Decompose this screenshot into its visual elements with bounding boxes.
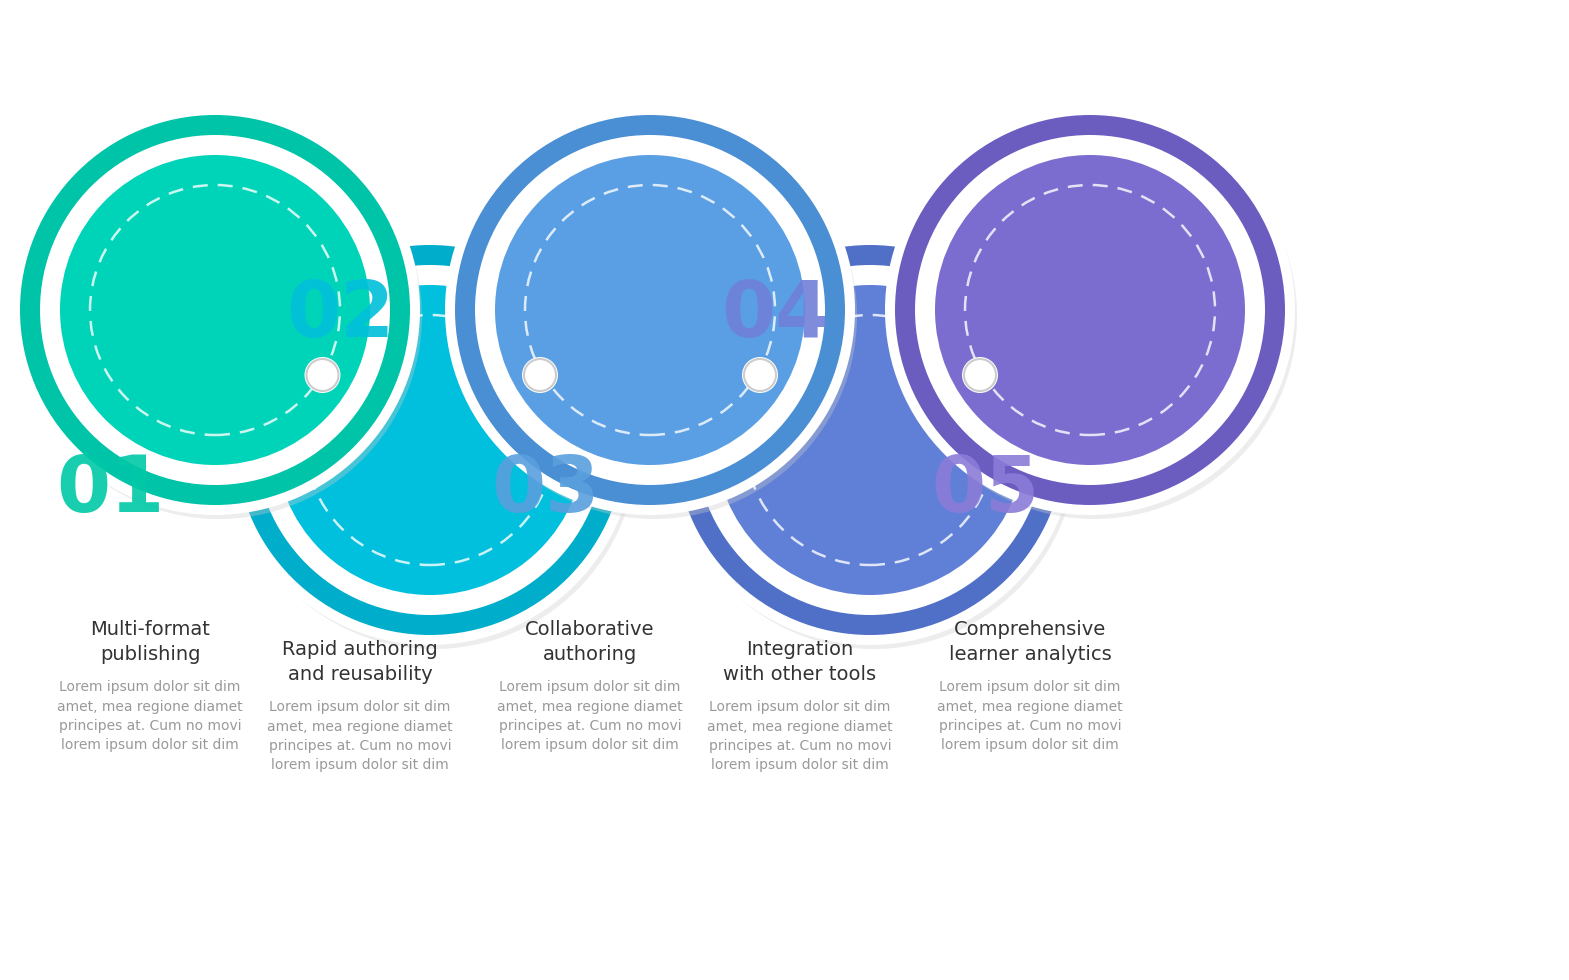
Circle shape [742,357,778,393]
Circle shape [885,105,1294,515]
Circle shape [672,243,1076,649]
Circle shape [530,366,549,384]
Text: Comprehensive
learner analytics: Comprehensive learner analytics [949,620,1111,664]
Text: 03: 03 [491,452,599,528]
Circle shape [522,357,559,393]
Circle shape [971,366,988,384]
Circle shape [314,366,331,384]
Text: Rapid authoring
and reusability: Rapid authoring and reusability [282,640,438,684]
Text: Collaborative
authoring: Collaborative authoring [526,620,654,664]
Text: Lorem ipsum dolor sit dim
amet, mea regione diamet
principes at. Cum no movi
lor: Lorem ipsum dolor sit dim amet, mea regi… [267,700,453,772]
Circle shape [962,357,998,393]
Circle shape [224,235,635,645]
Circle shape [675,245,1065,635]
Circle shape [455,115,846,505]
Circle shape [304,357,340,393]
Circle shape [665,235,1075,645]
Text: 02: 02 [286,277,394,353]
Circle shape [60,155,370,465]
Circle shape [494,155,805,465]
Circle shape [715,285,1025,595]
Text: Integration
with other tools: Integration with other tools [723,640,877,684]
Text: Multi-format
publishing: Multi-format publishing [89,620,210,664]
Text: Lorem ipsum dolor sit dim
amet, mea regione diamet
principes at. Cum no movi
lor: Lorem ipsum dolor sit dim amet, mea regi… [708,700,893,772]
Circle shape [915,135,1265,485]
Circle shape [256,265,606,615]
Circle shape [9,105,420,515]
Text: Lorem ipsum dolor sit dim
amet, mea regione diamet
principes at. Cum no movi
lor: Lorem ipsum dolor sit dim amet, mea regi… [497,680,683,753]
Circle shape [475,135,825,485]
Circle shape [446,105,855,515]
Text: 05: 05 [930,452,1039,528]
Circle shape [39,135,391,485]
Circle shape [894,115,1285,505]
Circle shape [695,265,1045,615]
Circle shape [935,155,1244,465]
Text: 04: 04 [720,277,828,353]
Circle shape [275,285,585,595]
Circle shape [231,243,637,649]
Text: Lorem ipsum dolor sit dim
amet, mea regione diamet
principes at. Cum no movi
lor: Lorem ipsum dolor sit dim amet, mea regi… [937,680,1123,753]
Text: 01: 01 [56,452,165,528]
Circle shape [891,113,1298,519]
Text: Lorem ipsum dolor sit dim
amet, mea regione diamet
principes at. Cum no movi
lor: Lorem ipsum dolor sit dim amet, mea regi… [56,680,243,753]
Circle shape [450,113,857,519]
Circle shape [235,245,624,635]
Circle shape [20,115,410,505]
Circle shape [16,113,422,519]
Circle shape [752,366,769,384]
